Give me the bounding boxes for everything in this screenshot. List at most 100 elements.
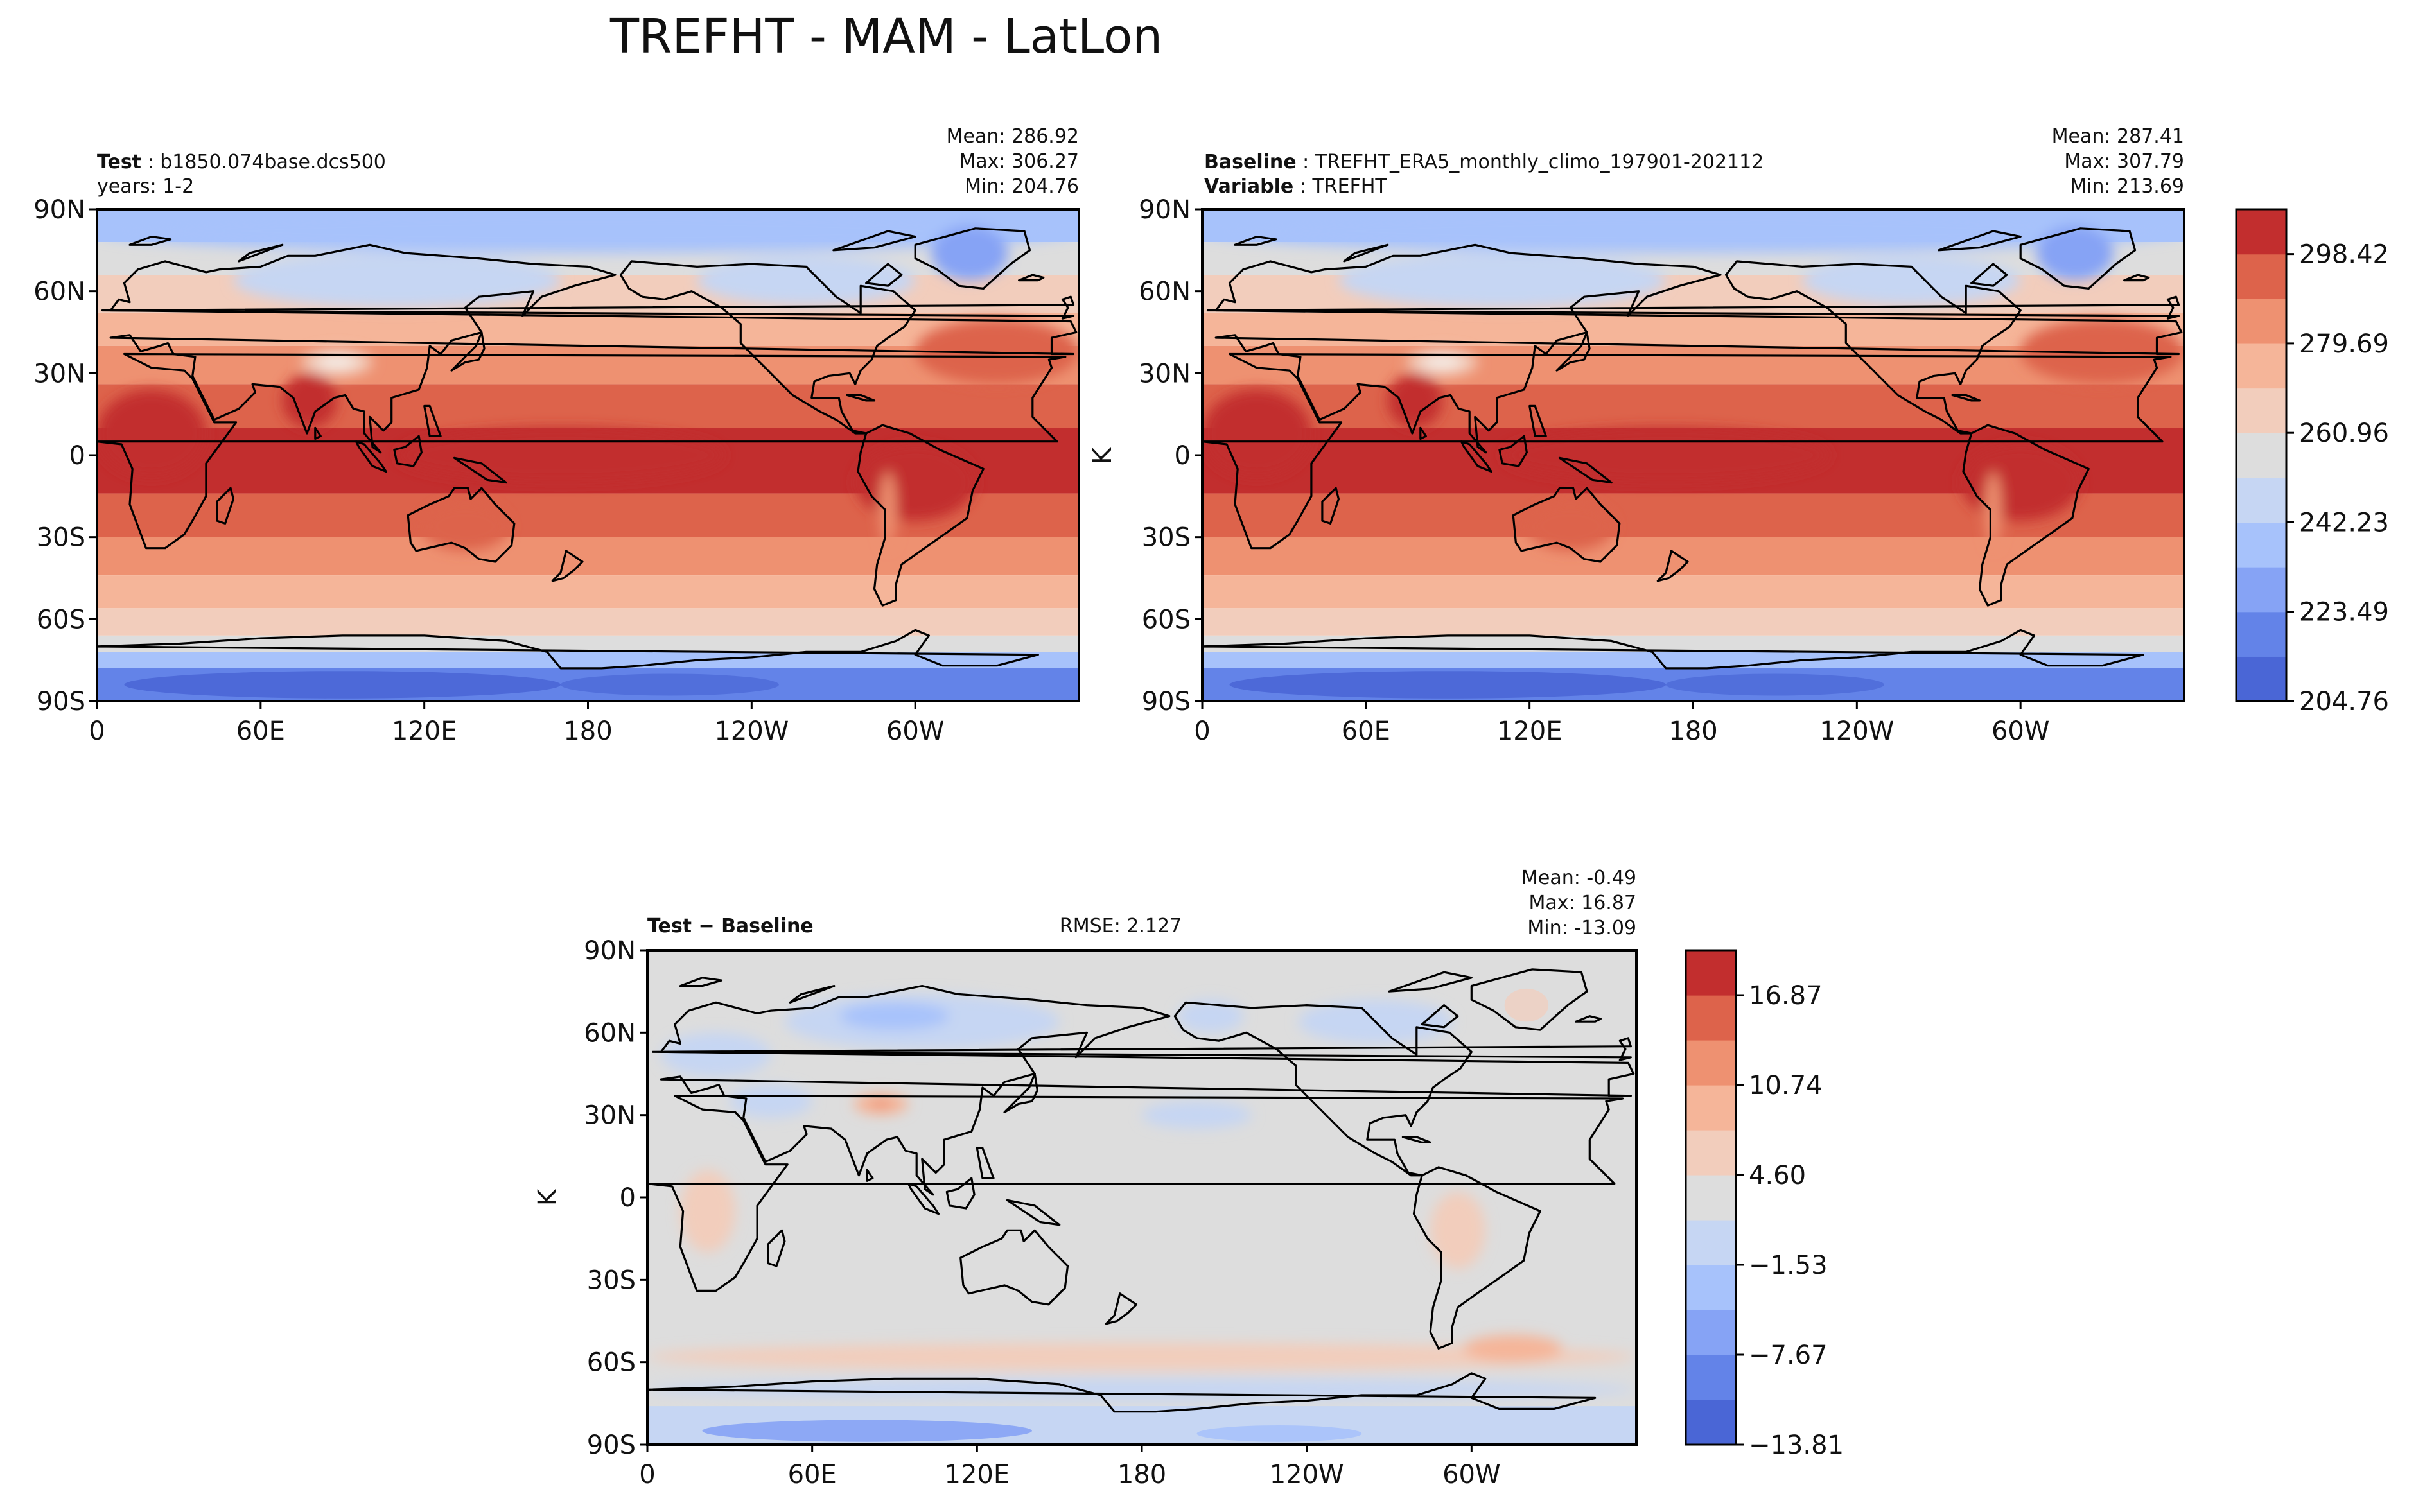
coastline-borneo	[945, 1177, 976, 1210]
coastline-sriLanka	[1419, 426, 1427, 440]
baseline-label: Baseline : TREFHT_ERA5_monthly_climo_197…	[1204, 151, 1764, 173]
coastline-newZealand	[1105, 1292, 1137, 1325]
middle-east-cold	[730, 1084, 812, 1118]
lat-tick-label: 60N	[1139, 277, 1191, 307]
diff-label-sep: −	[692, 915, 721, 937]
colorbar-tick-label: 16.87	[1749, 981, 1823, 1011]
lon-tick-label: 60W	[886, 717, 944, 746]
baseline-max: Max: 307.79	[2064, 150, 2184, 173]
diff-min: Min: -13.09	[1527, 917, 1636, 939]
colorbar-swatch	[2236, 477, 2286, 523]
lon-tick-label: 120E	[945, 1460, 1010, 1490]
colorbar-tick-label: −13.81	[1749, 1430, 1844, 1460]
andes-cool	[1984, 471, 2002, 548]
coastline-madagascar	[216, 487, 234, 525]
diff-colorbar: 16.87 10.74 4.60 −1.53 −7.67 −13.81	[1685, 949, 1844, 1460]
lat-tick-label: 60S	[587, 1348, 636, 1378]
lat-tick-label: 90N	[1139, 195, 1191, 225]
test-min: Min: 204.76	[965, 175, 1079, 198]
coastline-newGuinea	[1006, 1199, 1061, 1226]
warm-pool-extension	[1502, 428, 1830, 483]
coastline-svalbard	[679, 977, 723, 987]
colorbar-tick-label: −1.53	[1749, 1251, 1828, 1280]
diff-mean: Mean: -0.49	[1521, 867, 1636, 889]
coastline-novaya	[238, 243, 284, 263]
coastline-japan	[450, 331, 486, 372]
lat-tick-label: 90S	[587, 1430, 636, 1460]
coastline-cuba	[846, 394, 876, 402]
lon-tick-label: 0	[89, 717, 105, 746]
lat-tick-label: 60S	[37, 605, 85, 634]
tibet-core	[318, 355, 356, 369]
coastlines	[97, 227, 1078, 701]
coastline-ellesmere	[1938, 230, 2022, 252]
coastline-philippines	[976, 1147, 995, 1179]
baseline-min: Min: 213.69	[2070, 175, 2184, 198]
lon-tick-label: 120E	[392, 717, 457, 746]
coastline-africa	[647, 1095, 1624, 1292]
lat-tick-label: 90S	[1142, 687, 1191, 717]
coastline-japan	[1003, 1072, 1038, 1113]
coastline-eurasia	[109, 243, 1078, 454]
coastline-southAmerica	[1962, 424, 2090, 607]
lon-tick-label: 60W	[1991, 717, 2049, 746]
coastline-newGuinea	[453, 456, 507, 484]
coastline-madagascar	[767, 1229, 786, 1267]
coastline-japan	[1555, 331, 1591, 372]
colorbar-swatch	[2236, 254, 2286, 299]
ross-shelf-cold	[561, 673, 779, 696]
coastline-sumatra	[907, 1183, 940, 1215]
coastline-greenland	[914, 227, 1031, 290]
colorbar-tick-label: 223.49	[2299, 598, 2389, 627]
temperature-band	[97, 608, 1079, 636]
colorbar-swatch	[1686, 1085, 1736, 1131]
colorbar-tick-label: 260.96	[2299, 419, 2389, 448]
south-atlantic-warm	[1463, 1334, 1563, 1362]
coastline-newZealand	[551, 550, 584, 582]
colorbar-swatch	[1686, 1400, 1736, 1445]
coastline-borneo	[393, 435, 423, 467]
arctic-cold	[97, 209, 1079, 254]
colorbar-tick-label: 242.23	[2299, 508, 2389, 537]
panel-diff: Test − Baseline RMSE: 2.127 Mean: -0.49 …	[533, 867, 1638, 1490]
africa-warm-bias	[680, 1170, 735, 1253]
coastline-australia	[959, 1229, 1069, 1306]
coastline-iceland	[1575, 1015, 1602, 1023]
coastline-greenland	[1470, 968, 1588, 1031]
lat-tick-label: 30N	[1139, 359, 1191, 388]
colorbar-swatch	[1686, 1175, 1736, 1221]
baseline-variable-bold: Variable	[1204, 175, 1293, 198]
lat-tick-label: 60N	[584, 1018, 636, 1048]
coastline-antarctica	[647, 1372, 1597, 1445]
lon-tick-label: 180	[1668, 717, 1717, 746]
lat-tick-label: 90N	[33, 195, 85, 225]
lon-tick-label: 180	[563, 717, 612, 746]
greenland-cold	[2036, 225, 2114, 281]
ross-shelf-cold	[1666, 673, 1884, 696]
coastline-africa	[97, 352, 1067, 550]
tibet-core	[1423, 355, 1462, 369]
coastline-northAmerica	[619, 260, 916, 435]
antarctic-strong-cold	[702, 1420, 1032, 1442]
coastline-svalbard	[128, 236, 172, 246]
lon-tick-label: 0	[1194, 717, 1210, 746]
coastline-australia	[1512, 487, 1621, 563]
africa-warm	[97, 389, 206, 478]
lon-tick-label: 0	[639, 1460, 655, 1490]
colorbar-swatch	[1686, 1220, 1736, 1265]
temperature-band	[97, 537, 1079, 576]
colorbar-swatch	[2236, 611, 2286, 657]
diff-map	[647, 950, 1636, 1445]
southern-ocean-warm	[647, 1343, 1636, 1371]
coastline-borneo	[1498, 435, 1528, 467]
lat-tick-label: 0	[620, 1183, 636, 1213]
coastline-northAmerica	[1173, 1001, 1473, 1177]
coastline-africa	[1202, 352, 2172, 550]
colorbar-swatch	[1686, 1130, 1736, 1176]
temperature-band	[97, 384, 1079, 428]
india-warm	[1387, 373, 1442, 428]
coastline-newZealand	[1656, 550, 1689, 582]
